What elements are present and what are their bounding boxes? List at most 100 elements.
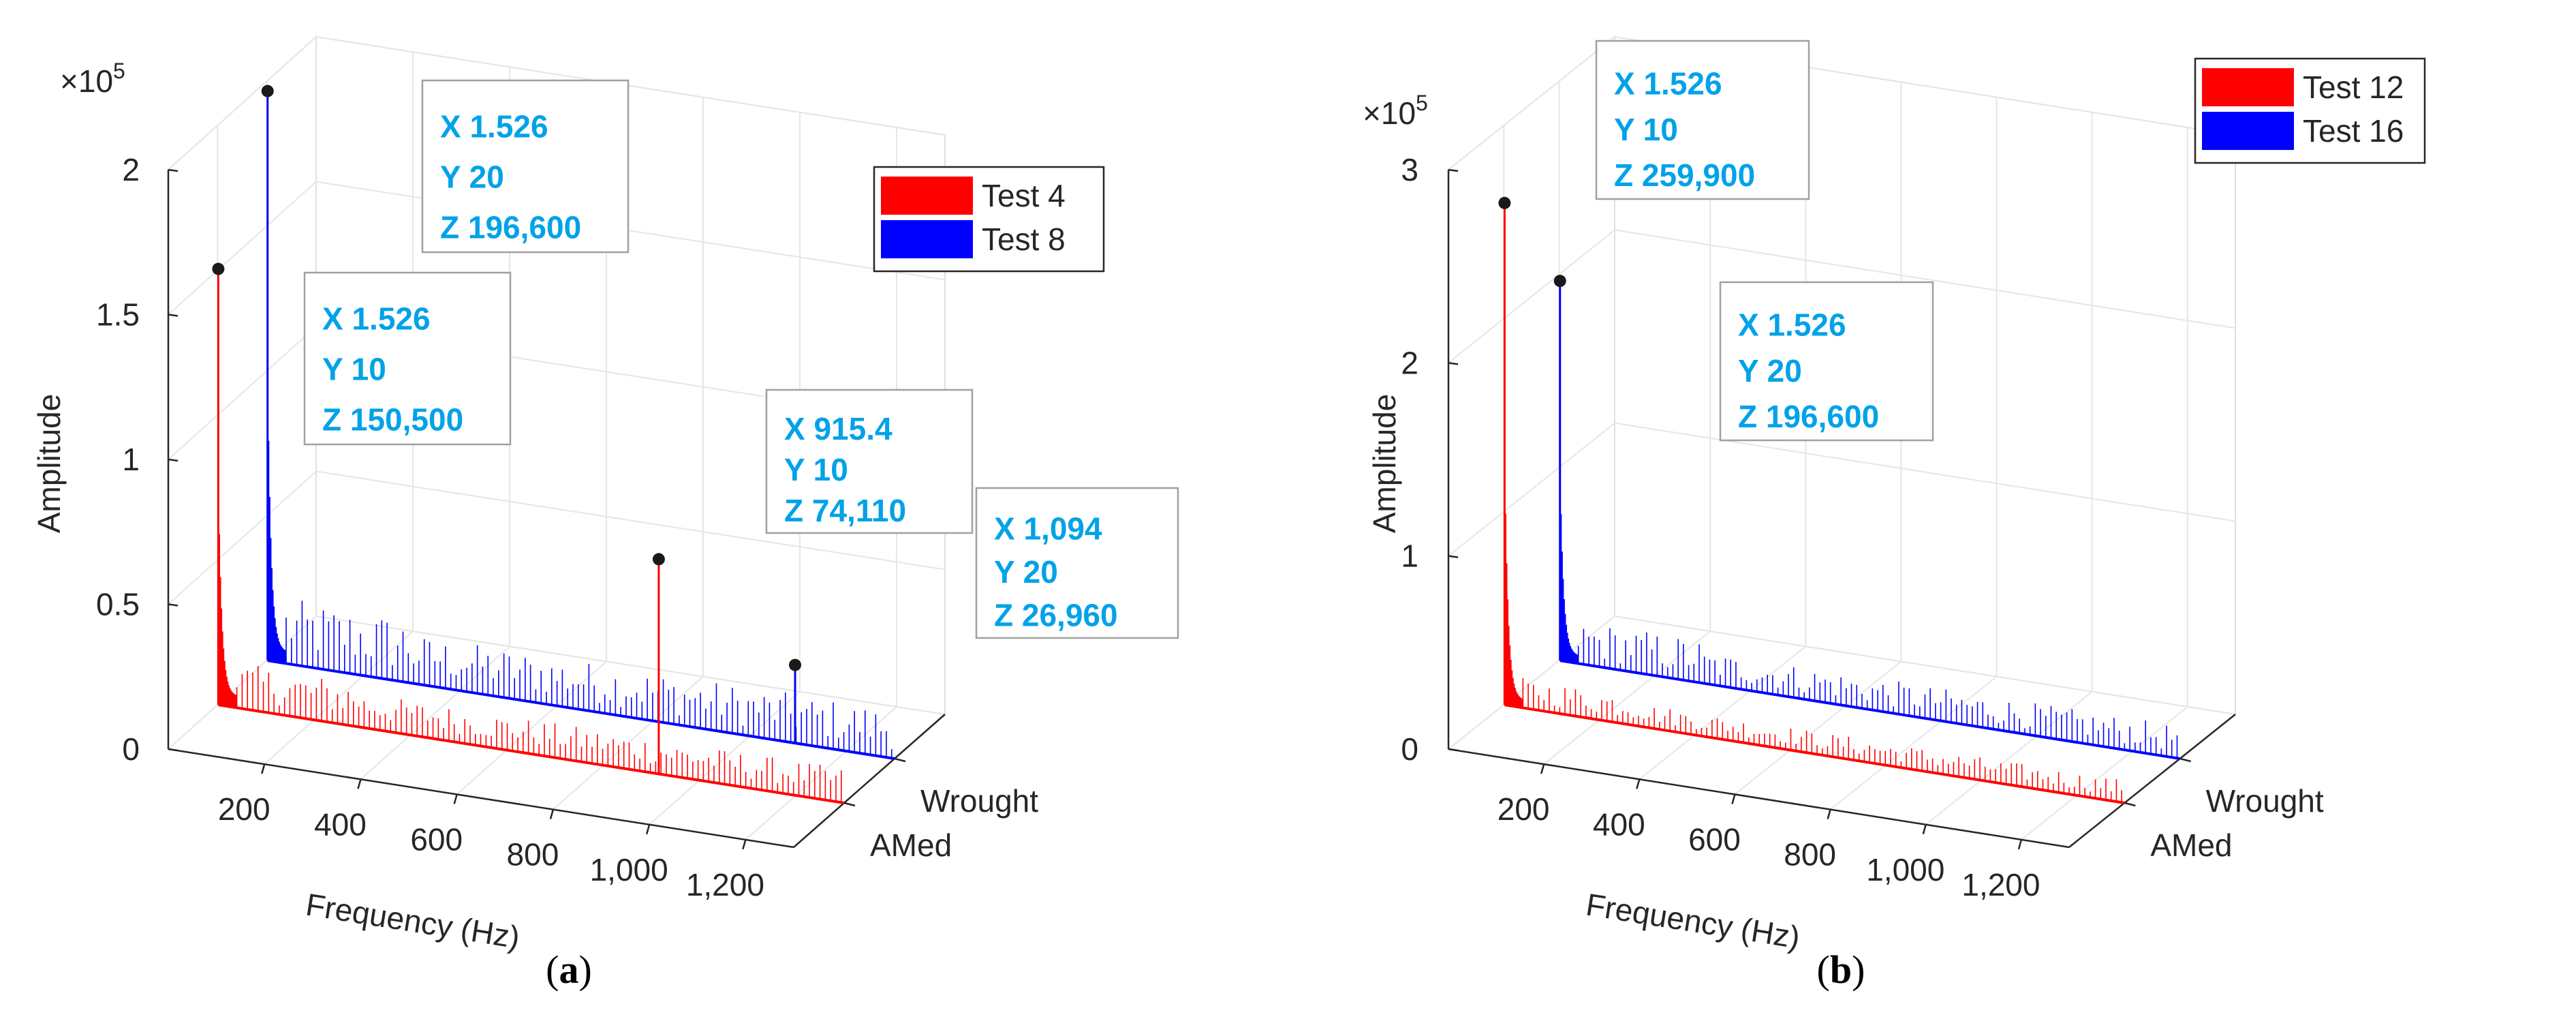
legend-swatch xyxy=(881,220,973,258)
x-axis-line xyxy=(1448,748,2070,849)
datatip-marker xyxy=(261,85,274,97)
y-tick-label: Wrought xyxy=(920,783,1038,819)
datatip-x: X 1.526 xyxy=(1738,307,1846,342)
axis-multiplier: ×105 xyxy=(60,59,125,99)
series-red xyxy=(217,269,845,804)
series-blue xyxy=(266,91,895,760)
caption-letter: b xyxy=(1830,947,1852,992)
caption-close: ) xyxy=(1852,947,1865,992)
x-tick-mark xyxy=(1540,763,1545,774)
caption-letter: a xyxy=(559,947,579,992)
datatip-marker xyxy=(789,658,802,671)
datatip-y: Y 10 xyxy=(784,452,848,487)
z-tick-mark xyxy=(168,748,179,752)
x-tick-label: 600 xyxy=(410,821,463,857)
x-tick-mark xyxy=(645,824,651,835)
z-tick-label: 1 xyxy=(1401,538,1418,574)
x-tick-mark xyxy=(1731,794,1736,804)
datatip-box xyxy=(303,271,512,446)
z-tick-label: 0 xyxy=(122,731,140,767)
chart-panel-b: 0 1 2 3 ×105 200 400 600 800 1,000 1,200 AMed Wrough… xyxy=(1363,35,2426,992)
x-tick-label: 800 xyxy=(507,837,559,872)
caption-open: ( xyxy=(1817,947,1830,992)
caption-close: ) xyxy=(579,947,592,992)
x-tick-mark xyxy=(1636,778,1641,789)
x-tick-label: 800 xyxy=(1784,837,1836,872)
multiplier-exponent: 5 xyxy=(1416,91,1428,115)
datatip-z: Z 150,500 xyxy=(322,401,463,437)
legend-swatch xyxy=(2202,68,2294,106)
datatip-y: Y 10 xyxy=(1614,112,1678,147)
datatip-z: Z 26,960 xyxy=(994,597,1118,633)
z-axis-label: Amplitude xyxy=(31,394,67,534)
datatip-y: Y 20 xyxy=(1738,353,1802,389)
y-tick-mark xyxy=(2124,802,2136,807)
datatip: X 1.526 Y 10 Z 259,900 xyxy=(1498,40,1810,209)
x-grid-line xyxy=(1829,97,1998,810)
legend-label: Test 8 xyxy=(982,222,1066,257)
datatip-marker xyxy=(1498,196,1511,209)
axis-multiplier: ×105 xyxy=(1363,91,1428,131)
x-tick-mark xyxy=(453,794,458,804)
x-axis-line xyxy=(168,748,794,849)
x-tick-label: 1,200 xyxy=(1961,867,2040,902)
legend-swatch xyxy=(881,177,973,215)
series-red xyxy=(1503,202,2125,804)
datatip: X 1,094 Y 20 Z 26,960 xyxy=(789,487,1179,671)
y-tick-label: AMed xyxy=(870,827,952,863)
datatip-z: Z 196,600 xyxy=(440,209,581,245)
legend: Test 4 Test 8 xyxy=(873,166,1105,273)
z-grid-line xyxy=(1448,35,2236,170)
z-grid-line xyxy=(1448,422,2236,557)
y-tick-label: Wrought xyxy=(2206,783,2324,819)
series-blue xyxy=(1559,281,2180,760)
z-tick-label: 1 xyxy=(122,442,140,477)
x-tick-label: 400 xyxy=(1593,806,1645,842)
series-baseline xyxy=(267,659,895,760)
datatip-box xyxy=(1595,40,1810,200)
z-tick-mark xyxy=(168,458,179,462)
legend-label: Test 4 xyxy=(982,178,1066,213)
datatip-x: X 1.526 xyxy=(322,301,431,336)
z-tick-mark xyxy=(1448,168,1459,172)
datatip-box xyxy=(421,79,630,254)
datatip-marker xyxy=(212,262,225,275)
series-baseline xyxy=(1504,703,2125,804)
datatip-marker xyxy=(1553,275,1566,288)
axes xyxy=(1447,168,2236,850)
legend: Test 12 Test 16 xyxy=(2194,57,2426,164)
z-tick-label: 2 xyxy=(122,152,140,187)
x-tick-mark xyxy=(549,809,555,819)
x-tick-label: 1,000 xyxy=(590,852,668,887)
x-tick-label: 400 xyxy=(314,806,367,842)
z-tick-mark xyxy=(1448,748,1459,752)
y-tick-mark xyxy=(894,757,906,763)
datatip: X 915.4 Y 10 Z 74,110 xyxy=(652,389,974,566)
x-tick-mark xyxy=(2017,839,2023,850)
datatip-z: Z 74,110 xyxy=(784,493,906,528)
datatip-box xyxy=(975,487,1179,639)
z-tick-label: 1.5 xyxy=(96,297,140,333)
y-axis-line xyxy=(2068,714,2236,848)
z-tick-mark xyxy=(1448,555,1459,558)
z-tick-label: 0.5 xyxy=(96,587,140,622)
datatip-y: Y 20 xyxy=(994,554,1058,590)
legend-swatch xyxy=(2202,112,2294,150)
axes xyxy=(167,168,946,850)
datatip-y: Y 10 xyxy=(322,351,386,386)
datatip-box xyxy=(1719,281,1934,442)
x-tick-mark xyxy=(357,778,362,789)
x-tick-mark xyxy=(261,763,266,774)
chart-panel-a: 0 0.5 1 1.5 2 ×105 200 400 600 800 1,000 1,200 AMed W… xyxy=(31,35,1179,992)
z-tick-label: 3 xyxy=(1401,152,1418,187)
multiplier-base: ×10 xyxy=(1363,95,1416,131)
datatip-y: Y 20 xyxy=(440,159,504,194)
z-tick-mark xyxy=(1448,362,1459,365)
datatip-x: X 1.526 xyxy=(440,108,548,144)
datatip-z: Z 259,900 xyxy=(1614,157,1755,193)
x-tick-mark xyxy=(1922,824,1927,835)
series-baseline xyxy=(1559,659,2180,760)
datatip-x: X 1.526 xyxy=(1614,65,1722,101)
x-tick-mark xyxy=(742,839,747,850)
